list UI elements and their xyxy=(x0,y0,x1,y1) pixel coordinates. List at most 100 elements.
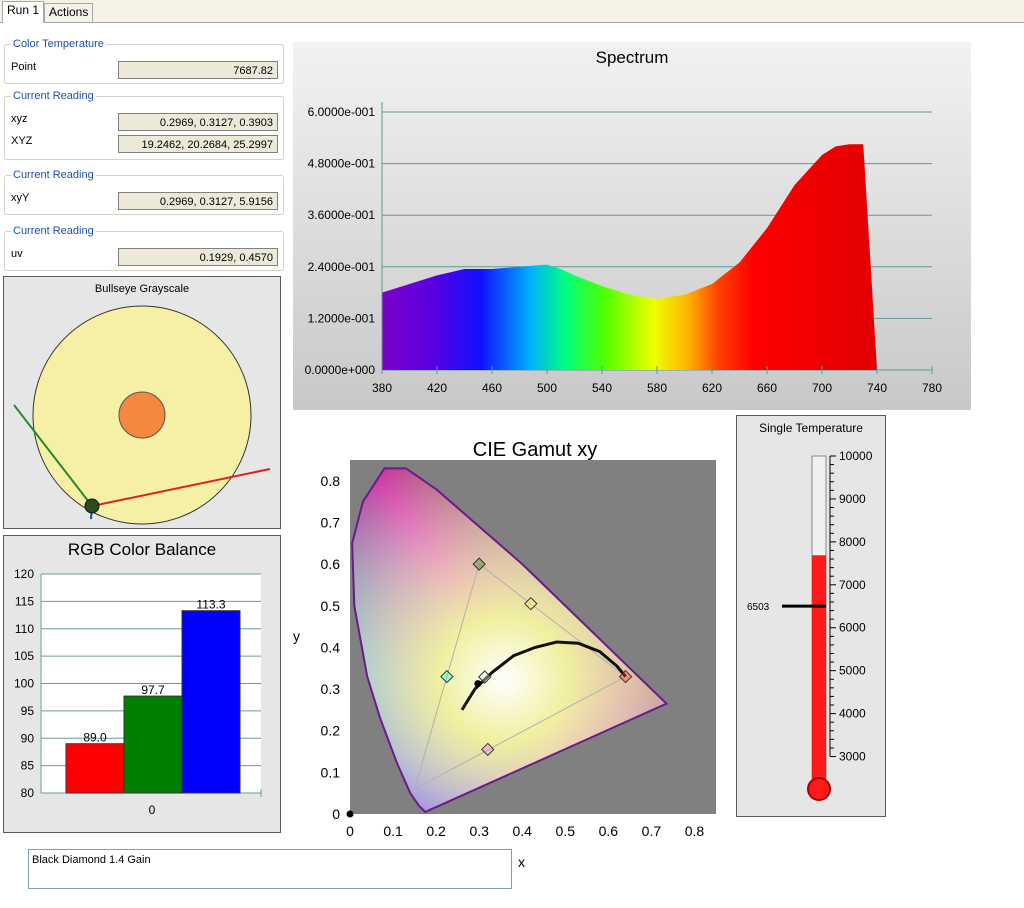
rgb-bar xyxy=(123,695,183,794)
thermometer-tick-label: 9000 xyxy=(839,492,866,506)
rgb-balance-title: RGB Color Balance xyxy=(68,540,216,559)
thermometer-tick-label: 4000 xyxy=(839,707,866,721)
cie-spectral-locus xyxy=(351,467,669,814)
group-title: Current Reading xyxy=(11,169,96,181)
rgb-x-tick-label: 0 xyxy=(149,803,156,817)
cie-blackbody-curve xyxy=(460,640,627,711)
bullseye-title: Bullseye Grayscale xyxy=(95,283,189,295)
spectrum-x-tick-label: 460 xyxy=(482,381,502,395)
spectrum-x-tick-label: 620 xyxy=(702,381,722,395)
rgb-data-label: 113.3 xyxy=(196,598,225,612)
rgb-y-tick-label: 115 xyxy=(15,594,34,608)
cie-x-tick-label: 0.6 xyxy=(599,823,619,839)
spectrum-y-tick-label: 2.4000e-001 xyxy=(308,260,376,274)
bullseye-green-line xyxy=(13,404,93,507)
thermometer-panel: Single Temperature 10000 9000 8000 7000 6000… xyxy=(736,415,886,817)
cie-gamut-chart: CIE Gamut xy y 0 0.1 0.2 0.3 0.4 0.5 0.6 0.7 0.8… xyxy=(293,439,716,839)
XYZ-value-field[interactable]: 19.2462, 20.2684, 25.2997 xyxy=(118,135,278,153)
spectrum-y-tick-label: 1.2000e-001 xyxy=(308,311,376,325)
cie-x-tick-label: 0.5 xyxy=(556,823,576,839)
cie-target-marker xyxy=(481,742,495,757)
cie-y-tick-label: 0 xyxy=(332,806,340,822)
rgb-y-tick-label: 105 xyxy=(14,649,34,663)
xyz-label: xyz xyxy=(11,113,28,125)
uv-label: uv xyxy=(11,248,23,260)
current-reading-uv-group: Current Reading uv 0.1929, 0.4570 xyxy=(4,225,284,271)
cie-y-label: y xyxy=(293,628,300,644)
thermometer-title: Single Temperature xyxy=(759,421,863,435)
cie-measured-point xyxy=(474,680,482,688)
cie-y-tick-label: 0.2 xyxy=(321,723,341,739)
spectrum-y-tick-label: 0.0000e+000 xyxy=(305,363,376,377)
xyY-label: xyY xyxy=(11,192,30,204)
thermometer-bulb xyxy=(807,777,831,801)
spectrum-x-tick-label: 780 xyxy=(922,381,942,395)
tab-run-1[interactable]: Run 1 xyxy=(2,1,45,23)
thermometer-fill xyxy=(812,555,826,784)
cie-x-tick-label: 0 xyxy=(346,823,354,839)
cie-title: CIE Gamut xy xyxy=(473,439,597,461)
tab-actions[interactable]: Actions xyxy=(44,3,94,22)
cie-x-tick-label: 0.4 xyxy=(513,823,533,839)
rgb-y-tick-label: 100 xyxy=(14,677,34,691)
cie-x-tick-label: 0.7 xyxy=(642,823,662,839)
xyY-value-field[interactable]: 0.2969, 0.3127, 5.9156 xyxy=(118,192,278,210)
rgb-y-tick-label: 80 xyxy=(21,786,35,800)
cie-origin-point xyxy=(346,810,354,818)
uv-value-field[interactable]: 0.1929, 0.4570 xyxy=(118,248,278,266)
rgb-y-tick-label: 90 xyxy=(21,731,35,745)
rgb-bar xyxy=(65,743,125,794)
bullseye-target-circle xyxy=(118,391,166,439)
point-label: Point xyxy=(11,61,37,73)
spectrum-x-tick-label: 660 xyxy=(757,381,777,395)
cie-y-tick-label: 0.7 xyxy=(321,514,341,530)
cie-target-marker xyxy=(524,596,538,611)
cie-y-tick-label: 0.5 xyxy=(321,598,341,614)
thermometer-tick-label: 6000 xyxy=(839,621,866,635)
XYZ-label: XYZ xyxy=(11,135,33,147)
thermometer-chart: Single Temperature 10000 9000 8000 7000 6000… xyxy=(747,421,873,801)
cie-y-tick-label: 0.6 xyxy=(321,556,341,572)
rgb-y-tick-label: 95 xyxy=(21,704,35,718)
rgb-bar xyxy=(181,610,241,794)
spectrum-x-tick-label: 500 xyxy=(537,381,557,395)
cie-target-marker xyxy=(472,557,486,571)
spectrum-y-tick-label: 3.6000e-001 xyxy=(308,208,376,222)
spectrum-x-tick-label: 700 xyxy=(812,381,832,395)
thermometer-target-label: 6503 xyxy=(747,602,770,613)
rgb-y-tick-label: 85 xyxy=(21,759,35,773)
current-reading-xyz-group: Current Reading xyz 0.2969, 0.3127, 0.39… xyxy=(4,90,284,160)
rgb-y-tick-label: 120 xyxy=(14,567,34,581)
cie-target-marker xyxy=(478,670,492,684)
tab-bar: Run 1 Actions xyxy=(0,0,1024,23)
cie-y-tick-label: 0.3 xyxy=(321,681,341,697)
bullseye-red-line xyxy=(91,468,271,507)
group-title: Color Temperature xyxy=(11,38,106,50)
notes-textbox[interactable]: Black Diamond 1.4 Gain xyxy=(28,849,512,889)
spectrum-area xyxy=(382,144,877,370)
rgb-y-tick-label: 110 xyxy=(15,622,34,636)
rgb-data-label: 97.7 xyxy=(141,683,165,697)
cie-panel: CIE Gamut xy y 0 0.1 0.2 0.3 0.4 0.5 0.6 0.7 0.8… xyxy=(286,434,726,846)
bullseye-chart: Bullseye Grayscale xyxy=(13,283,271,525)
thermometer-tick-label: 8000 xyxy=(839,535,866,549)
thermometer-tick-label: 10000 xyxy=(839,449,873,463)
spectrum-y-tick-label: 4.8000e-001 xyxy=(308,157,376,171)
group-title: Current Reading xyxy=(11,225,96,237)
thermometer-tick-label: 7000 xyxy=(839,578,866,592)
cie-y-tick-label: 0.1 xyxy=(321,764,341,780)
point-value-field[interactable]: 7687.82 xyxy=(118,61,278,79)
cie-target-marker xyxy=(440,669,454,684)
bullseye-panel: Bullseye Grayscale xyxy=(3,276,281,529)
thermometer-tick-label: 3000 xyxy=(839,750,866,764)
rgb-balance-chart: RGB Color Balance 80 85 90 95 100 105 110 115 12… xyxy=(14,540,262,817)
cie-x-tick-label: 0.1 xyxy=(383,823,403,839)
xyz-value-field[interactable]: 0.2969, 0.3127, 0.3903 xyxy=(118,113,278,131)
spectrum-title: Spectrum xyxy=(596,48,669,67)
spectrum-y-tick-label: 6.0000e-001 xyxy=(308,105,376,119)
cie-target-marker xyxy=(618,669,633,684)
cie-x-label: x xyxy=(518,854,525,870)
rgb-balance-panel: RGB Color Balance 80 85 90 95 100 105 110 115 12… xyxy=(3,535,281,833)
cie-x-tick-label: 0.8 xyxy=(685,823,705,839)
spectrum-x-tick-label: 420 xyxy=(427,381,447,395)
